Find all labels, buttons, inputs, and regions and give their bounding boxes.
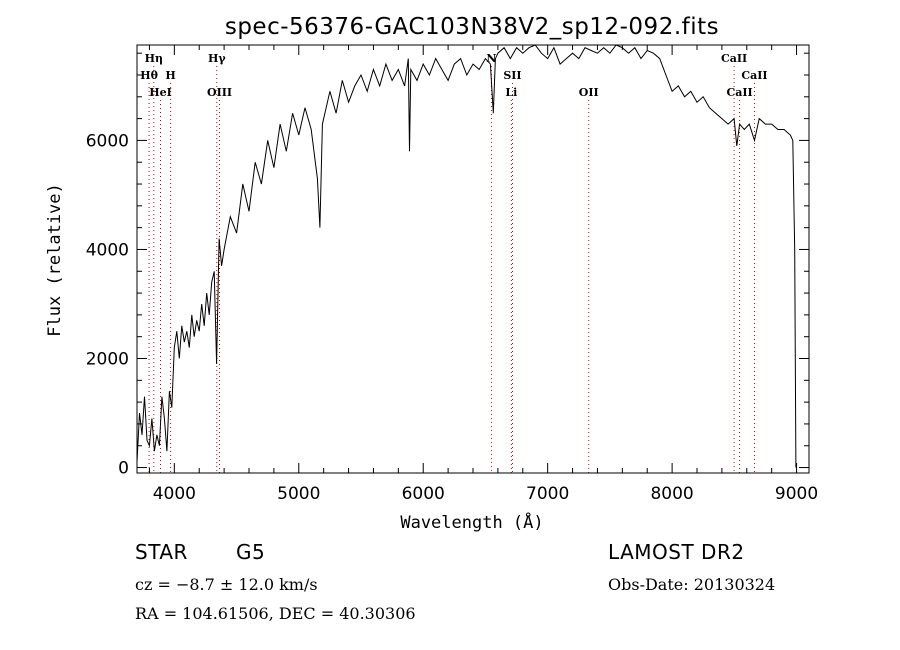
x-tick-label: 9000 xyxy=(775,484,818,504)
line-marker-label: N xyxy=(486,52,496,65)
chart-title: spec-56376-GAC103N38V2_sp12-092.fits xyxy=(225,14,719,40)
line-markers: Hη Hθ H HeI Hγ OIII N SII Li OII CaII CaII CaII xyxy=(140,52,768,473)
x-tick-label: 5000 xyxy=(277,484,320,504)
x-axis-label: Wavelength (Å) xyxy=(400,511,543,533)
object-class: STAR xyxy=(135,540,188,564)
x-tick-label: 6000 xyxy=(402,484,445,504)
x-tick-label: 8000 xyxy=(650,484,693,504)
line-marker-label: Hγ xyxy=(208,52,226,65)
y-tick-label: 4000 xyxy=(86,240,129,260)
line-marker-label: CaII xyxy=(721,52,747,65)
line-marker-label: CaII xyxy=(741,69,767,82)
line-marker-label: HeI xyxy=(149,86,172,99)
ra-dec-coordinates: RA = 104.61506, DEC = 40.30306 xyxy=(135,604,416,623)
line-marker-label: Li xyxy=(505,86,517,99)
line-marker-label: Hη xyxy=(145,52,163,65)
survey-name: LAMOST DR2 xyxy=(608,540,745,564)
x-tick-label: 4000 xyxy=(153,484,196,504)
y-tick-label: 2000 xyxy=(86,350,129,370)
y-axis-label: Flux (relative) xyxy=(45,183,65,337)
line-marker-label: SII xyxy=(503,69,521,82)
spectrum-line xyxy=(136,44,797,468)
line-marker-label: Hθ xyxy=(140,69,158,82)
line-marker-label: OII xyxy=(579,86,599,99)
line-marker-label: H xyxy=(165,69,175,82)
plot-frame xyxy=(136,44,810,474)
spectrum-chart: spec-56376-GAC103N38V2_sp12-092.fits HηH… xyxy=(45,14,818,533)
obs-date: Obs-Date: 20130324 xyxy=(608,575,776,594)
y-axis: 0 2000 4000 6000 xyxy=(86,52,809,479)
x-tick-label: 7000 xyxy=(526,484,569,504)
spectral-subclass: G5 xyxy=(236,540,266,564)
redshift-cz: cz = −8.7 ± 12.0 km/s xyxy=(135,575,318,594)
y-tick-label: 0 xyxy=(118,459,129,479)
line-marker-label: OIII xyxy=(207,86,232,99)
x-axis: 4000 5000 6000 7000 8000 9000 xyxy=(148,45,818,504)
y-tick-label: 6000 xyxy=(86,131,129,151)
line-marker-label: CaII xyxy=(726,86,752,99)
